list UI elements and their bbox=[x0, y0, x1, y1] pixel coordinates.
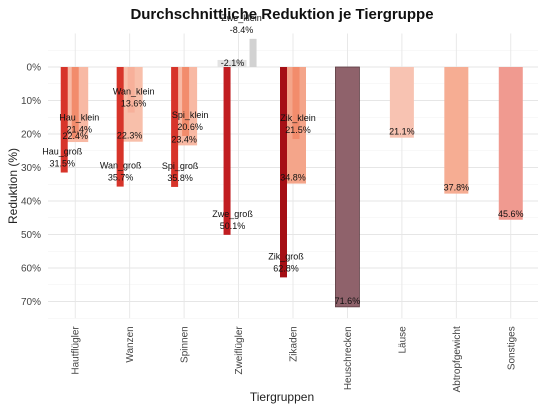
value-label: 21.5% bbox=[285, 125, 311, 135]
bar-name-label: Zik_groß bbox=[268, 251, 304, 261]
bar bbox=[335, 66, 360, 308]
value-label: 21.1% bbox=[389, 127, 415, 137]
value-label: 22.4% bbox=[62, 131, 88, 141]
x-tick-label: Wanzen bbox=[125, 326, 136, 362]
y-tick-label: 40% bbox=[21, 197, 41, 208]
y-tick-label: 20% bbox=[21, 130, 41, 141]
x-tick-label: Zikaden bbox=[289, 326, 300, 362]
bar bbox=[292, 67, 300, 140]
bar bbox=[116, 67, 124, 187]
bar-name-label: Zwe_klein bbox=[221, 13, 262, 23]
bar bbox=[182, 67, 190, 137]
y-tick-label: 30% bbox=[21, 163, 41, 174]
bar-name-label: Hau_groß bbox=[42, 147, 83, 157]
bar-name-label: Spi_klein bbox=[172, 110, 209, 120]
value-label: 20.6% bbox=[177, 122, 203, 132]
x-tick-label: Zweiflügler bbox=[234, 326, 245, 375]
bar-name-label: Wan_groß bbox=[100, 161, 142, 171]
x-tick-label: Sonstiges bbox=[506, 326, 517, 370]
value-label: 21.4% bbox=[66, 125, 92, 135]
bar-name-label: Zik_klein bbox=[280, 113, 316, 123]
value-label: 13.6% bbox=[121, 99, 147, 109]
x-tick-label: Heuschrecken bbox=[343, 326, 354, 390]
bar-name-label: Spi_groß bbox=[162, 161, 199, 171]
y-tick-label: 0% bbox=[27, 63, 42, 74]
value-label: 35.8% bbox=[167, 173, 193, 183]
bar bbox=[498, 67, 523, 220]
value-label: 62.8% bbox=[273, 263, 299, 273]
x-tick-label: Läuse bbox=[397, 326, 408, 354]
data-labels: 22.4% 22.3% 23.4% -2.1% 34.8% 71.6% 21.1% 37.8%… bbox=[42, 13, 523, 306]
y-tick-label: 70% bbox=[21, 297, 41, 308]
bars bbox=[60, 38, 523, 308]
bar bbox=[280, 67, 287, 278]
bar bbox=[223, 67, 231, 235]
value-label: 45.6% bbox=[498, 209, 524, 219]
value-label: -2.1% bbox=[221, 58, 245, 68]
x-tick-label: Hautflügler bbox=[71, 326, 82, 375]
y-tick-label: 10% bbox=[21, 96, 41, 107]
bar bbox=[217, 59, 247, 67]
chart-title: Durchschnittliche Reduktion je Tiergrupp… bbox=[130, 6, 433, 23]
x-tick-label: Abtropfgewicht bbox=[452, 326, 463, 392]
value-label: 37.8% bbox=[444, 183, 470, 193]
bar bbox=[249, 38, 257, 67]
value-label: 35.7% bbox=[108, 173, 134, 183]
y-axis-title: Reduktion (%) bbox=[6, 148, 20, 224]
y-axis: 0% 10% 20% 30% 40% 50% 60% 70% bbox=[21, 63, 41, 309]
x-tick-label: Spinnen bbox=[180, 326, 191, 363]
bar bbox=[389, 67, 414, 138]
bar bbox=[60, 67, 68, 173]
bar-name-label: Zwe_groß bbox=[212, 209, 253, 219]
bar bbox=[444, 67, 469, 194]
x-axis-title: Tiergruppen bbox=[250, 390, 314, 404]
bar bbox=[71, 67, 79, 139]
value-label: 71.6% bbox=[335, 296, 361, 306]
y-tick-label: 50% bbox=[21, 230, 41, 241]
value-label: 31.5% bbox=[49, 159, 75, 169]
value-label: 23.4% bbox=[171, 134, 197, 144]
value-label: 34.8% bbox=[280, 173, 306, 183]
x-axis: Hautflügler Wanzen Spinnen Zweiflügler Zikad… bbox=[71, 326, 518, 393]
bar bbox=[127, 67, 135, 113]
value-label: 22.3% bbox=[117, 131, 143, 141]
y-tick-label: 60% bbox=[21, 264, 41, 275]
value-label: -8.4% bbox=[230, 25, 254, 35]
bar-name-label: Hau_klein bbox=[59, 113, 99, 123]
bar bbox=[171, 67, 179, 187]
bar-name-label: Wan_klein bbox=[113, 87, 155, 97]
value-label: 50.1% bbox=[220, 221, 246, 231]
